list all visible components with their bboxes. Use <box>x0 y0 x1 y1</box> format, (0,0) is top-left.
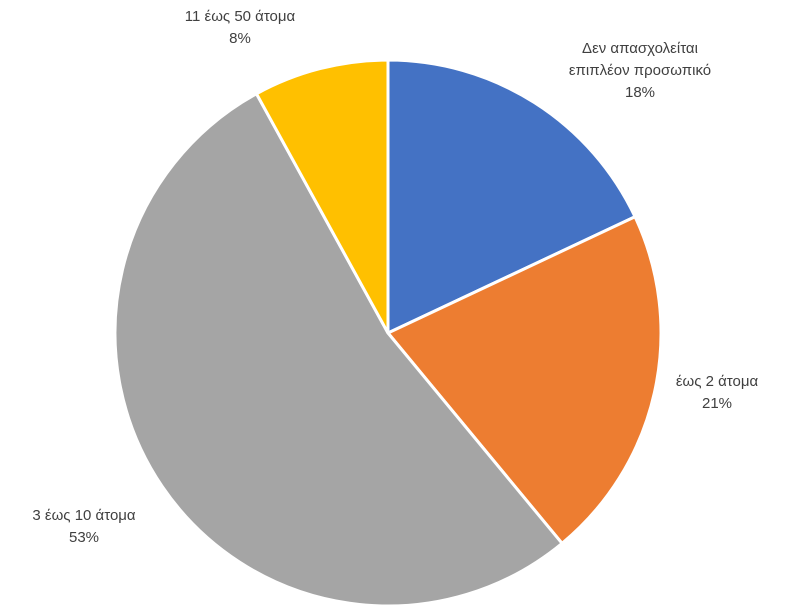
pie-slice-2 <box>386 215 663 545</box>
data-label-category-line: Δεν απασχολείται <box>582 40 698 57</box>
data-label-percent: 21% <box>701 395 733 412</box>
data-label-1: Δεν απασχολείται επιπλέον προσωπικό 18% <box>569 38 711 104</box>
pie-slice-4 <box>254 58 390 335</box>
data-label-4: 11 έως 50 άτομα 8% <box>185 6 295 50</box>
data-label-2: έως 2 άτομα 21% <box>676 371 758 415</box>
data-label-percent: 8% <box>229 30 251 47</box>
pie-slice-1 <box>386 58 637 335</box>
pie-slice-3 <box>113 92 564 608</box>
data-label-percent: 18% <box>624 84 656 101</box>
data-label-3: 3 έως 10 άτομα 53% <box>32 505 135 549</box>
data-label-category-line: επιπλέον προσωπικό <box>568 62 712 79</box>
data-label-category-line: 11 έως 50 άτομα <box>184 8 296 25</box>
data-label-category-line: 3 έως 10 άτομα <box>32 507 136 524</box>
data-label-percent: 53% <box>68 529 100 546</box>
data-label-category-line: έως 2 άτομα <box>675 373 759 390</box>
